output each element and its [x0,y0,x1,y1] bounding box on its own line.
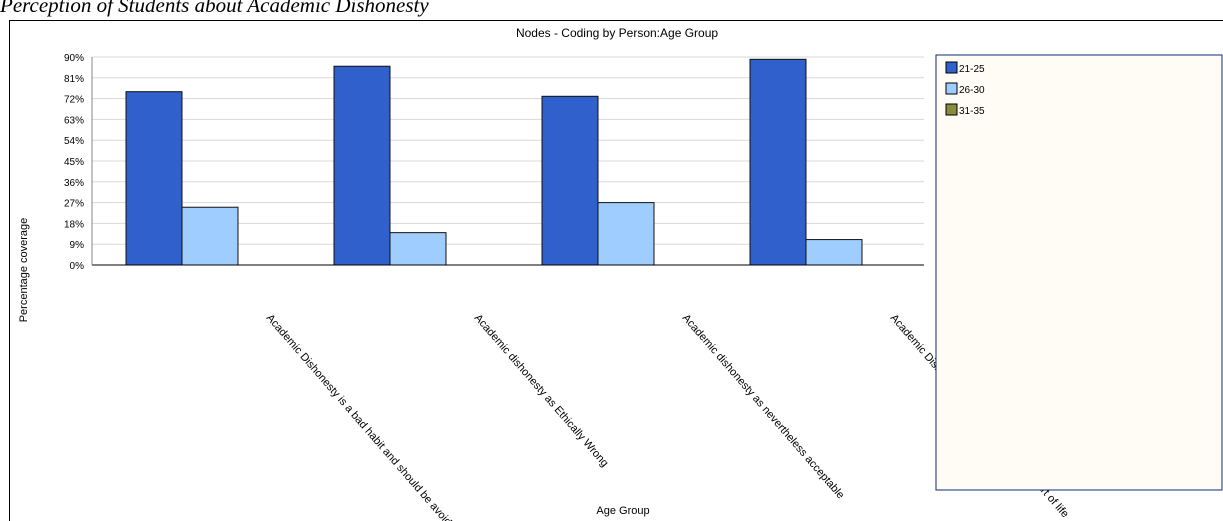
y-tick-label: 63% [64,115,84,126]
y-tick-label: 54% [64,136,84,147]
y-tick-label: 0% [70,261,85,272]
bar [125,91,183,266]
legend-label: 21-25 [959,64,985,75]
y-tick-label: 72% [64,95,84,106]
bar [181,206,239,266]
bar [749,58,807,266]
legend-box [935,54,1223,491]
chart-title: Nodes - Coding by Person:Age Group [516,26,718,40]
x-tick-label: Academic dishonesty as nevertheless acce… [680,312,847,501]
legend-label: 31-35 [959,106,985,117]
bar [389,232,447,266]
bars [125,58,863,266]
y-tick-label: 81% [64,74,84,85]
y-tick-label: 45% [64,157,84,168]
y-axis-label: Percentage coverage [18,218,30,323]
x-tick-label: Academic dishonesty as Ethically Wrong [472,312,611,469]
legend-swatch [945,103,958,116]
figure-caption: Perception of Students about Academic Di… [0,0,429,17]
bar [541,95,599,266]
x-axis-label: Age Group [596,505,649,517]
legend-swatch [945,82,958,95]
legend-label: 26-30 [959,85,985,96]
x-tick-label: Academic Dishonesty is a bad habit and s… [264,312,462,521]
chart-frame [9,20,1223,521]
bar [597,202,655,266]
y-tick-label: 9% [70,240,85,251]
legend-swatch [945,61,958,74]
y-tick-label: 36% [64,178,84,189]
legend: 21-25 26-30 31-35 [945,61,985,117]
y-tick-label: 27% [64,199,84,210]
y-tick-label: 18% [64,219,84,230]
y-tick-label: 90% [64,53,84,64]
bar [805,239,863,266]
bar [333,65,391,266]
y-axis-ticks: 0% 9% 18% 27% 36% 45% 54% 63% 72% 81% 90% [64,53,84,272]
